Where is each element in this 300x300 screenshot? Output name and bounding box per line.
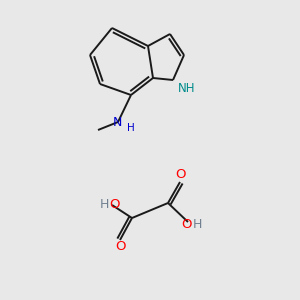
Text: H: H [127, 123, 135, 133]
Text: O: O [175, 169, 185, 182]
Text: H: H [192, 218, 202, 230]
Text: O: O [181, 218, 191, 230]
Text: O: O [115, 241, 125, 254]
Text: O: O [110, 197, 120, 211]
Text: N: N [112, 116, 122, 130]
Text: NH: NH [178, 82, 196, 94]
Text: H: H [99, 197, 109, 211]
